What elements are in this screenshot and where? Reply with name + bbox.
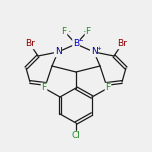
Text: F: F	[41, 83, 47, 93]
Text: F: F	[85, 26, 91, 36]
Text: +: +	[97, 45, 101, 50]
Text: .: .	[83, 24, 87, 34]
Text: N: N	[91, 47, 97, 57]
Text: Br: Br	[117, 40, 127, 48]
Text: F: F	[61, 26, 67, 36]
Text: Cl: Cl	[72, 131, 80, 140]
Text: F: F	[105, 83, 111, 93]
Text: .: .	[68, 24, 72, 34]
Text: Br: Br	[25, 40, 35, 48]
Text: N: N	[55, 47, 61, 57]
Text: −: −	[79, 38, 83, 43]
Text: B: B	[73, 40, 79, 48]
